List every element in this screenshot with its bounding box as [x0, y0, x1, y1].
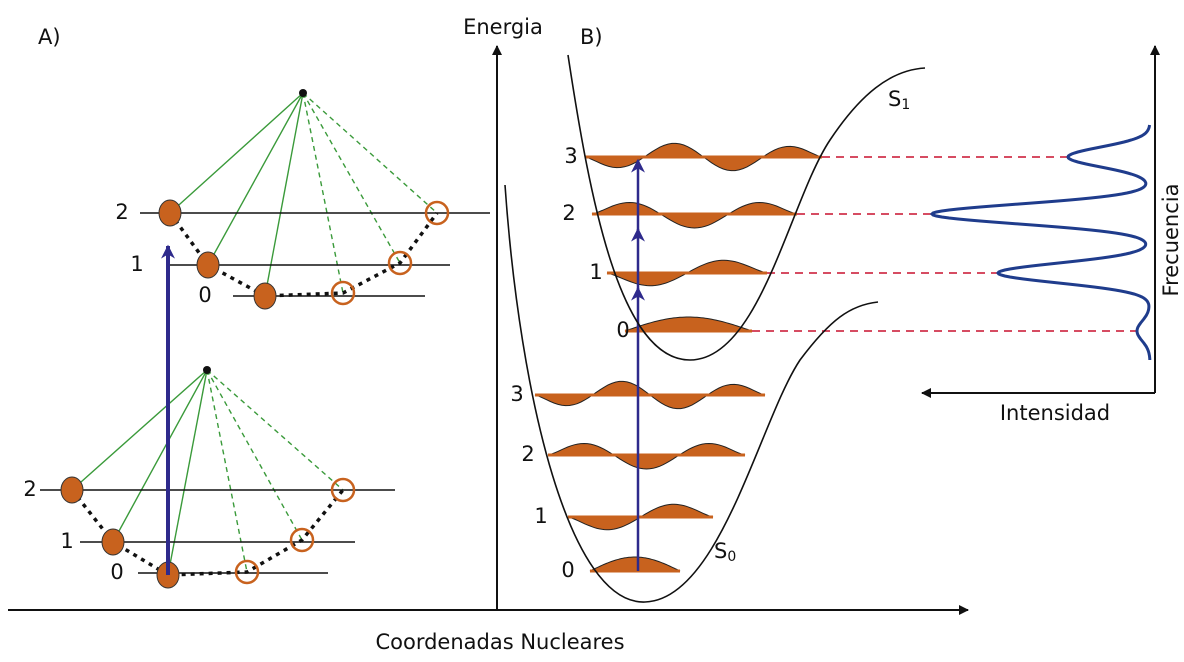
- wavefunction: [624, 316, 753, 332]
- bond-line: [264, 92, 304, 297]
- bond-line-dashed: [302, 92, 401, 264]
- atom-open: [234, 559, 260, 585]
- bond-line: [207, 92, 304, 266]
- level-label: 1: [534, 504, 547, 528]
- intensity-label: Intensidad: [1000, 401, 1110, 425]
- state-subscript: 0: [727, 549, 736, 565]
- level-label: 0: [561, 558, 574, 582]
- bond-line-dashed: [302, 92, 438, 214]
- nuclear-label: Coordenadas Nucleares: [375, 630, 624, 654]
- level-label: 2: [521, 442, 534, 466]
- bond-line: [169, 92, 304, 214]
- state-label: S0: [714, 539, 736, 565]
- level-label: 0: [198, 283, 211, 307]
- atom-open: [330, 280, 356, 306]
- level-label: 2: [23, 477, 36, 501]
- atom: [196, 251, 220, 279]
- level-label: 1: [60, 529, 73, 553]
- drawing: 0 1 2 0 1 2 0 1 2 3 0 1 2 3: [23, 89, 1152, 589]
- level-label: 3: [510, 382, 523, 406]
- level-label: 0: [616, 318, 629, 342]
- pivot: [299, 89, 307, 97]
- pivot: [203, 366, 211, 374]
- state-subscript: 1: [901, 97, 910, 113]
- energy-label: Energia: [463, 15, 543, 39]
- frequency-label: Frecuencia: [1159, 184, 1183, 297]
- level-label: 2: [115, 200, 128, 224]
- bond-line: [112, 369, 208, 543]
- atom-open: [330, 477, 356, 503]
- level-label: 2: [562, 201, 575, 225]
- level-label: 3: [564, 144, 577, 168]
- panel-label: A): [38, 25, 61, 49]
- atom: [60, 476, 84, 504]
- wavefunction: [589, 556, 681, 572]
- state-label: S1: [888, 87, 910, 113]
- atom-open: [289, 527, 315, 553]
- panel-label: B): [580, 25, 603, 49]
- level-label: 0: [110, 560, 123, 584]
- s1-curve: [567, 54, 926, 361]
- spectrum: [929, 124, 1152, 360]
- state-symbol: S: [714, 539, 727, 563]
- bond-line-dashed: [206, 369, 303, 541]
- atom-open: [387, 250, 413, 276]
- atom: [101, 528, 125, 556]
- bond-line-dashed: [206, 369, 344, 491]
- atom: [158, 199, 182, 227]
- bond-line-dashed: [302, 92, 344, 294]
- bond-line-dashed: [206, 369, 248, 573]
- atom: [253, 282, 277, 310]
- bond-line: [167, 369, 208, 576]
- level-label: 1: [589, 260, 602, 284]
- state-symbol: S: [888, 87, 901, 111]
- level-label: 1: [130, 252, 143, 276]
- atom-open: [424, 200, 450, 226]
- s0-curve: [504, 184, 879, 603]
- bond-line: [71, 369, 208, 491]
